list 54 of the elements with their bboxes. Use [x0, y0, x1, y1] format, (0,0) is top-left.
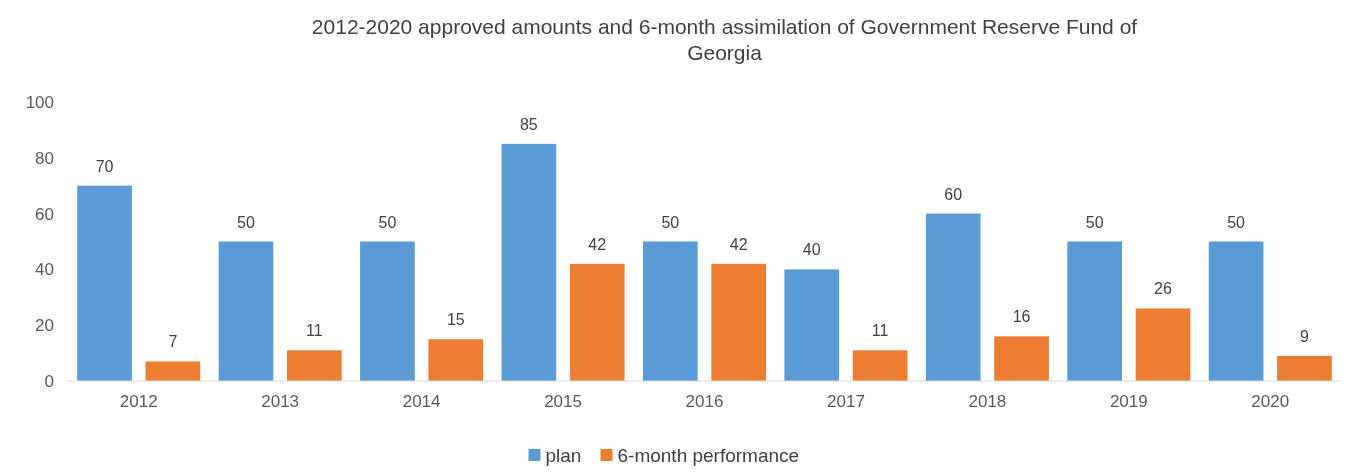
bar	[569, 263, 625, 381]
x-tick-label: 2020	[1251, 392, 1290, 411]
x-tick-label: 2015	[544, 392, 582, 411]
bar	[852, 350, 908, 381]
bar	[642, 241, 698, 381]
bar	[501, 143, 557, 381]
bar	[1208, 241, 1264, 381]
y-tick-label: 40	[35, 260, 54, 280]
data-label: 85	[519, 115, 538, 133]
bar	[77, 185, 132, 381]
data-label: 50	[378, 213, 397, 231]
x-tick-label: 2016	[685, 392, 724, 411]
bar	[145, 361, 201, 381]
x-tick-label: 2013	[261, 392, 300, 411]
y-tick-label: 80	[35, 148, 54, 168]
y-tick-label: 20	[35, 316, 54, 336]
bar	[287, 350, 342, 381]
y-tick-label: 60	[35, 204, 54, 224]
data-label: 50	[661, 213, 680, 231]
data-label: 70	[95, 157, 114, 175]
data-label: 60	[944, 185, 963, 203]
bar	[428, 339, 484, 381]
data-label: 50	[1227, 213, 1246, 231]
bar	[1277, 355, 1332, 381]
data-label: 40	[802, 241, 821, 259]
bar	[784, 269, 840, 381]
data-label: 15	[446, 311, 465, 329]
data-label: 50	[1085, 213, 1104, 231]
data-label: 11	[306, 322, 323, 340]
data-label: 7	[168, 333, 178, 351]
x-tick-label: 2014	[402, 392, 441, 411]
bar	[1135, 308, 1191, 381]
chart-title: 2012-2020 approved amounts and 6-month assimilation of Government Reserve Fund of Georgia	[311, 15, 1138, 64]
legend-label: 6-month performance	[617, 445, 800, 466]
data-label: 9	[1300, 327, 1310, 345]
bar	[925, 213, 981, 381]
data-label: 16	[1012, 308, 1031, 326]
x-tick-label: 2018	[968, 392, 1007, 411]
bar	[360, 241, 415, 381]
data-label: 42	[729, 235, 748, 253]
data-label: 11	[871, 322, 889, 340]
legend-label: plan	[545, 445, 582, 466]
data-label: 26	[1154, 280, 1173, 298]
x-tick-label: 2012	[119, 392, 158, 411]
y-tick-label: 100	[25, 92, 54, 112]
data-label: 50	[237, 213, 255, 231]
x-tick-label: 2019	[1109, 392, 1148, 411]
bar	[1067, 241, 1122, 381]
bar	[711, 263, 767, 381]
bar	[994, 336, 1049, 381]
y-tick-label: 0	[44, 371, 54, 391]
data-label: 42	[588, 235, 607, 253]
bar	[218, 241, 274, 381]
x-tick-label: 2017	[827, 392, 865, 411]
